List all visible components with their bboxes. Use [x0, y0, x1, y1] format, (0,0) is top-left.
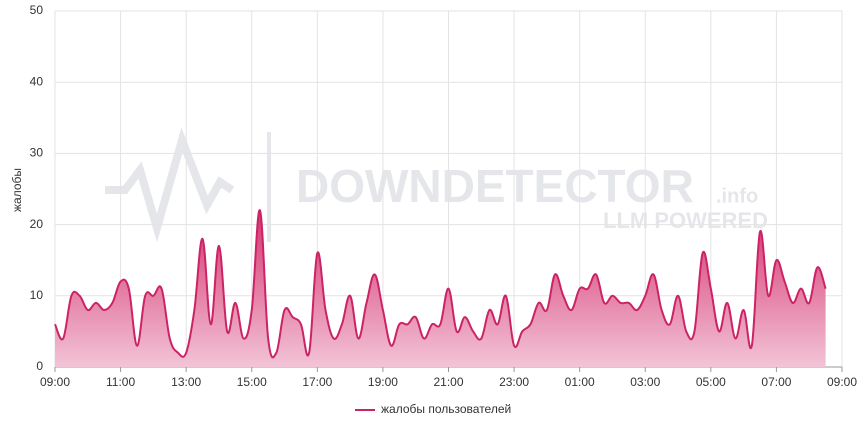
line [54, 209, 827, 359]
watermark-subtitle: LLM POWERED [603, 208, 768, 233]
watermark: DOWNDETECTOR .info LLM POWERED [105, 127, 768, 243]
x-tick-label: 05:00 [696, 375, 726, 389]
y-axis-title: жалобы [10, 168, 24, 212]
y-tick-label: 40 [30, 74, 44, 88]
watermark-logo [105, 127, 235, 243]
x-tick-label: 09:00 [40, 375, 70, 389]
x-tick-label: 11:00 [106, 375, 135, 389]
x-tick-label: 17:00 [302, 375, 332, 389]
x-tick-label: 19:00 [368, 375, 398, 389]
y-tick-label: 0 [36, 359, 43, 373]
y-tick-label: 50 [30, 3, 44, 17]
x-tick-label: 01:00 [565, 375, 595, 389]
legend-label: жалобы пользователей [381, 402, 511, 416]
x-tick-label: 23:00 [499, 375, 529, 389]
x-tick-label: 21:00 [433, 375, 463, 389]
x-tick-label: 03:00 [630, 375, 660, 389]
y-tick-label: 20 [30, 217, 44, 231]
x-tick-label: 15:00 [237, 375, 267, 389]
x-tick-label: 13:00 [171, 375, 201, 389]
watermark-suffix: .info [716, 185, 758, 207]
area [55, 210, 826, 367]
x-tick-label: 07:00 [761, 375, 791, 389]
x-tick-label: 09:00 [827, 375, 857, 389]
watermark-title: DOWNDETECTOR [296, 160, 694, 212]
y-tick-label: 30 [30, 146, 44, 160]
y-tick-label: 10 [30, 288, 44, 302]
